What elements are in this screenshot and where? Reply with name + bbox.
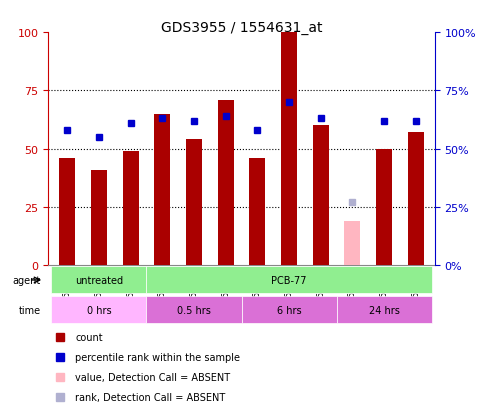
Text: 24 hrs: 24 hrs (369, 305, 399, 315)
Text: 0 hrs: 0 hrs (86, 305, 111, 315)
Text: percentile rank within the sample: percentile rank within the sample (75, 352, 241, 362)
Text: count: count (75, 332, 103, 342)
Bar (376, 149, 392, 265)
Text: untreated: untreated (75, 275, 123, 285)
Bar (123, 152, 139, 265)
Text: value, Detection Call = ABSENT: value, Detection Call = ABSENT (75, 372, 230, 382)
FancyBboxPatch shape (52, 297, 146, 324)
Bar (313, 126, 328, 265)
FancyBboxPatch shape (52, 267, 146, 294)
Text: 0.5 hrs: 0.5 hrs (177, 305, 211, 315)
FancyBboxPatch shape (337, 297, 431, 324)
Text: agent: agent (13, 275, 41, 285)
Bar (59, 159, 75, 265)
FancyBboxPatch shape (146, 297, 242, 324)
Text: PCB-77: PCB-77 (271, 275, 307, 285)
Text: time: time (18, 305, 41, 315)
Bar (91, 170, 107, 265)
Bar (344, 221, 360, 265)
Text: GDS3955 / 1554631_at: GDS3955 / 1554631_at (161, 21, 322, 35)
Bar (249, 159, 265, 265)
Text: rank, Detection Call = ABSENT: rank, Detection Call = ABSENT (75, 392, 226, 402)
Bar (218, 100, 234, 265)
FancyBboxPatch shape (242, 297, 337, 324)
FancyBboxPatch shape (146, 267, 431, 294)
Bar (186, 140, 202, 265)
Bar (155, 114, 170, 265)
Bar (408, 133, 424, 265)
Text: 6 hrs: 6 hrs (277, 305, 301, 315)
Bar (281, 33, 297, 265)
